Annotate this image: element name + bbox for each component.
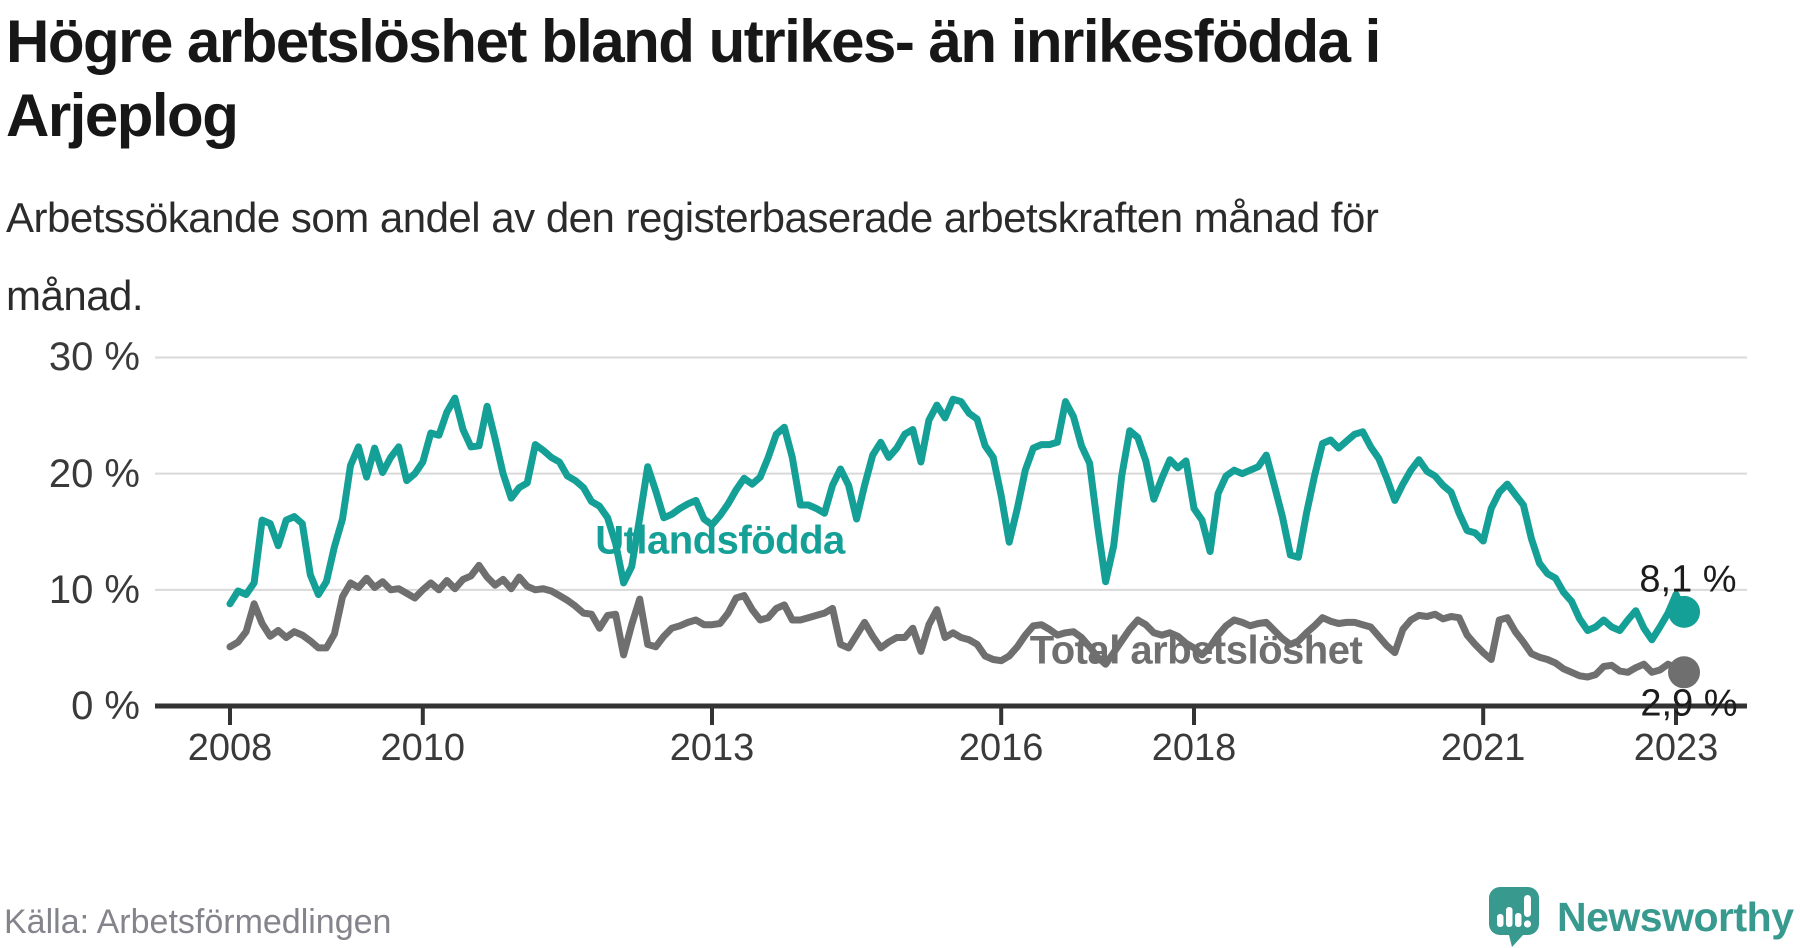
gridlines [155,356,1747,709]
y-axis-label-20: 20 % [48,451,140,496]
y-axis-label-10: 10 % [48,567,140,612]
chart-subtitle-line1: Arbetssökande som andel av den registerb… [6,194,1379,241]
source-attribution: Källa: Arbetsförmedlingen [4,903,392,941]
y-axis-label-0: 0 % [71,684,140,728]
series-label-utlandsfodda: Utlandsfödda [595,518,845,563]
y-axis-label-30: 30 % [48,335,140,380]
chart-subtitle-line2: månad. [6,272,144,319]
x-axis-label-2008: 2008 [187,727,273,769]
series-label-total-arbetsloshet: Total arbetslöshet [1029,628,1363,673]
newsworthy-wordmark: Newsworthy [1557,894,1794,940]
series-end-dots [1668,595,1701,689]
x-axis-label-2021: 2021 [1440,727,1526,769]
x-axis-label-2023: 2023 [1633,727,1719,769]
page-title-line2: Arjeplog [6,82,239,149]
newsworthy-logo-icon [1489,887,1539,947]
end-value-label-utlandsfodda: 8,1 % [1639,558,1737,601]
x-axis-label-2016: 2016 [958,727,1044,769]
x-axis-label-2010: 2010 [380,727,466,769]
newsworthy-brand: Newsworthy [1489,887,1794,948]
series-lines [226,394,1688,681]
page-title-line1: Högre arbetslöshet bland utrikes- än inr… [6,8,1381,75]
end-value-label-total: 2,9 % [1640,682,1738,725]
x-axis-ticks [228,708,1678,725]
x-axis-label-2013: 2013 [669,727,755,769]
x-axis-label-2018: 2018 [1151,727,1237,769]
